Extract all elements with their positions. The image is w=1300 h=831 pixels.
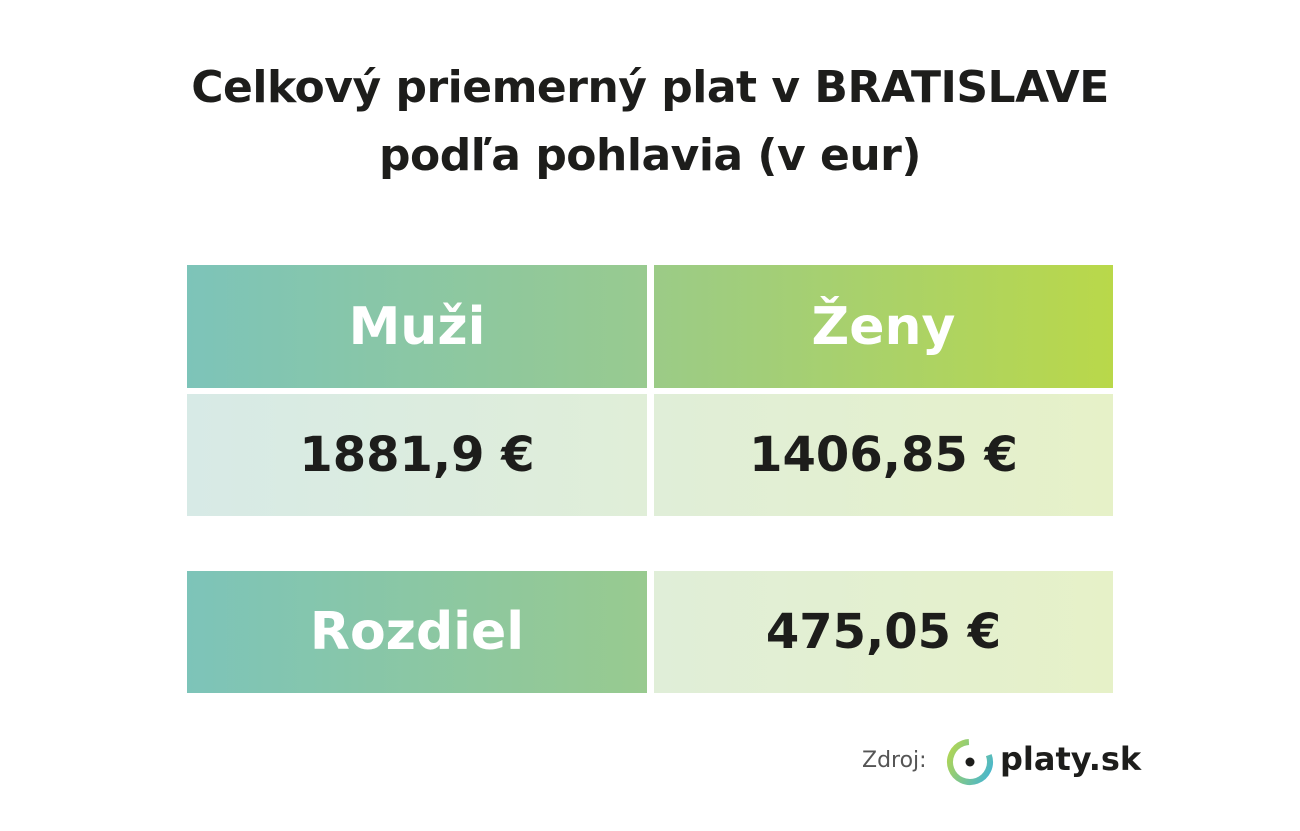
logo-text: platy.sk: [1000, 740, 1142, 778]
header-cell: Muži: [187, 265, 647, 388]
header-cell: Ženy: [654, 265, 1113, 388]
title-line: Celkový priemerný plat v BRATISLAVE: [191, 62, 1109, 113]
difference-value: 475,05 €: [654, 571, 1113, 693]
value-cell: 1406,85 €: [654, 394, 1113, 516]
title-line: podľa pohlavia (v eur): [378, 130, 922, 181]
logo-icon: [947, 739, 993, 785]
value-cell: 1881,9 €: [187, 394, 647, 516]
difference-label: Rozdiel: [187, 571, 647, 693]
source-label: Zdroj:: [862, 748, 927, 773]
